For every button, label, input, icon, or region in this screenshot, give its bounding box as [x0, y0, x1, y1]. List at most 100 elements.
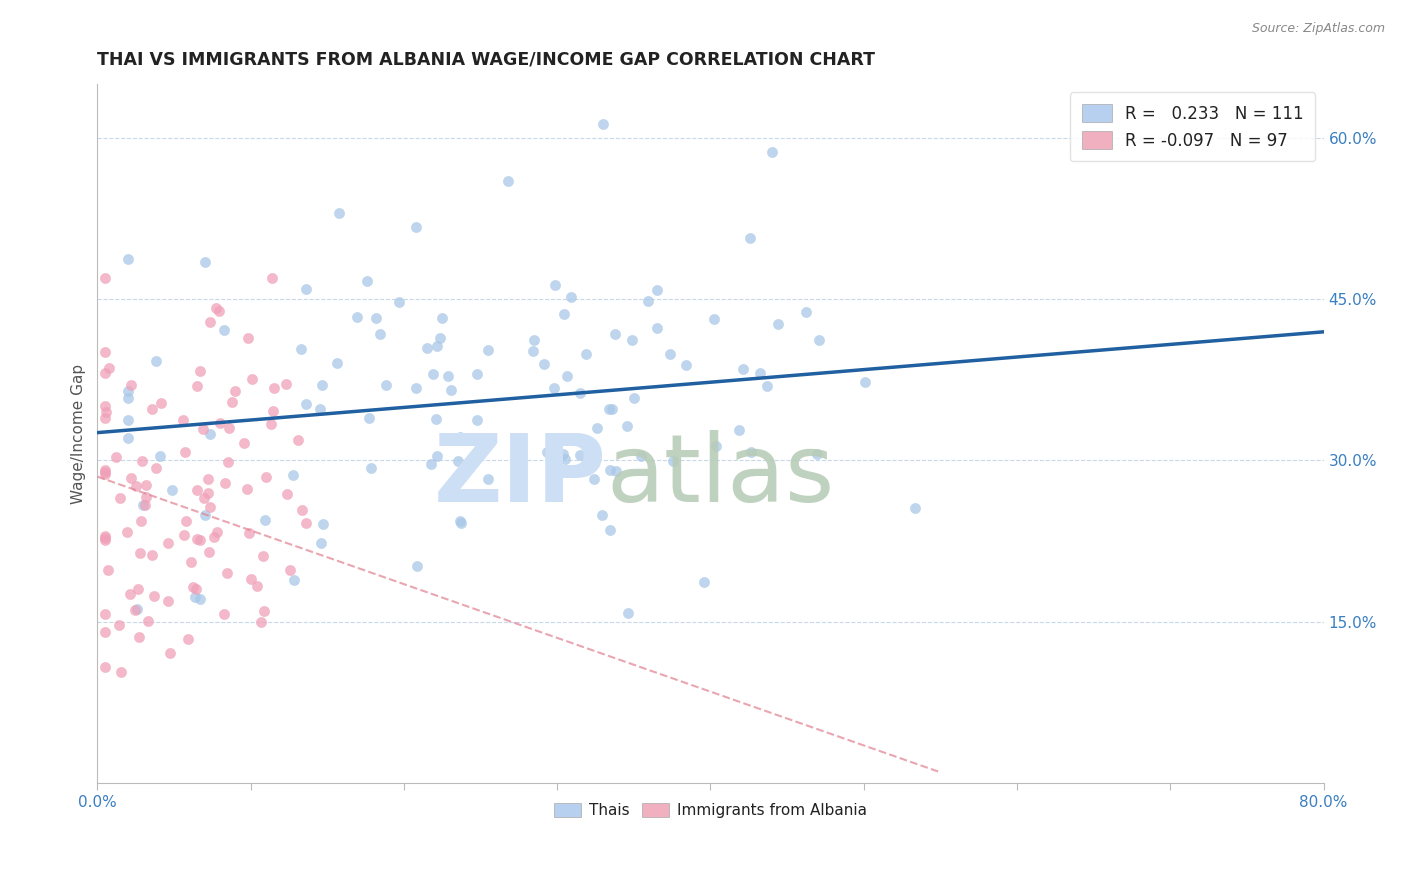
Point	[616, 419, 638, 434]
Point	[205, 301, 228, 316]
Point	[766, 317, 789, 331]
Point	[221, 395, 243, 409]
Point	[180, 555, 202, 569]
Point	[160, 483, 183, 498]
Text: atlas: atlas	[606, 430, 835, 522]
Point	[145, 354, 167, 368]
Point	[181, 580, 204, 594]
Point	[214, 476, 236, 491]
Point	[405, 220, 427, 235]
Point	[94, 529, 117, 543]
Point	[263, 381, 285, 395]
Point	[368, 326, 391, 341]
Point	[422, 367, 444, 381]
Point	[198, 500, 221, 514]
Point	[208, 304, 231, 318]
Point	[554, 451, 576, 466]
Point	[136, 615, 159, 629]
Point	[134, 490, 156, 504]
Point	[536, 445, 558, 459]
Point	[94, 660, 117, 674]
Point	[586, 421, 609, 435]
Point	[533, 357, 555, 371]
Point	[253, 604, 276, 618]
Point	[253, 513, 276, 527]
Point	[174, 514, 197, 528]
Point	[360, 460, 382, 475]
Point	[599, 524, 621, 538]
Point	[543, 381, 565, 395]
Point	[131, 454, 153, 468]
Point	[568, 385, 591, 400]
Point	[311, 378, 333, 392]
Point	[419, 457, 441, 471]
Point	[544, 277, 567, 292]
Point	[242, 372, 264, 386]
Point	[544, 440, 567, 454]
Point	[120, 377, 142, 392]
Point	[117, 391, 139, 405]
Point	[733, 362, 755, 376]
Point	[94, 270, 117, 285]
Point	[194, 508, 217, 522]
Point	[173, 528, 195, 542]
Point	[312, 516, 335, 531]
Point	[217, 455, 239, 469]
Point	[675, 358, 697, 372]
Point	[94, 400, 117, 414]
Point	[188, 364, 211, 378]
Point	[156, 536, 179, 550]
Point	[555, 368, 578, 383]
Point	[262, 403, 284, 417]
Point	[127, 602, 149, 616]
Point	[94, 533, 117, 547]
Point	[98, 360, 121, 375]
Point	[560, 290, 582, 304]
Point	[290, 342, 312, 356]
Point	[755, 379, 778, 393]
Point	[94, 463, 117, 477]
Point	[96, 563, 118, 577]
Point	[188, 533, 211, 547]
Point	[205, 524, 228, 539]
Point	[616, 606, 638, 620]
Point	[366, 311, 388, 326]
Point	[94, 466, 117, 480]
Point	[202, 530, 225, 544]
Point	[186, 379, 208, 393]
Point	[120, 471, 142, 485]
Point	[465, 367, 488, 381]
Point	[218, 421, 240, 435]
Point	[198, 426, 221, 441]
Point	[659, 347, 682, 361]
Point	[450, 516, 472, 530]
Text: Source: ZipAtlas.com: Source: ZipAtlas.com	[1251, 22, 1385, 36]
Point	[426, 339, 449, 353]
Point	[104, 450, 127, 464]
Point	[194, 255, 217, 269]
Point	[794, 305, 817, 319]
Point	[436, 369, 458, 384]
Point	[704, 440, 727, 454]
Point	[117, 252, 139, 266]
Point	[630, 449, 652, 463]
Point	[134, 498, 156, 512]
Point	[250, 615, 273, 630]
Point	[117, 431, 139, 445]
Point	[129, 515, 152, 529]
Point	[94, 345, 117, 359]
Point	[246, 579, 269, 593]
Point	[599, 463, 621, 477]
Point	[806, 447, 828, 461]
Point	[224, 384, 246, 398]
Point	[208, 417, 231, 431]
Point	[623, 392, 645, 406]
Point	[740, 231, 762, 245]
Point	[135, 478, 157, 492]
Point	[309, 536, 332, 550]
Text: THAI VS IMMIGRANTS FROM ALBANIA WAGE/INCOME GAP CORRELATION CHART: THAI VS IMMIGRANTS FROM ALBANIA WAGE/INC…	[97, 51, 876, 69]
Point	[600, 401, 623, 416]
Point	[94, 366, 117, 380]
Point	[426, 449, 449, 463]
Legend: Thais, Immigrants from Albania: Thais, Immigrants from Albania	[548, 797, 873, 824]
